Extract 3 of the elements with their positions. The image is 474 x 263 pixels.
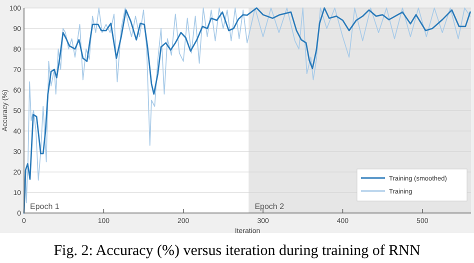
caption: Fig. 2: Accuracy (%) versus iteration during training of RNN: [54, 243, 420, 259]
band-label: Epoch 1: [30, 202, 60, 211]
band-label: Epoch 2: [254, 202, 285, 211]
